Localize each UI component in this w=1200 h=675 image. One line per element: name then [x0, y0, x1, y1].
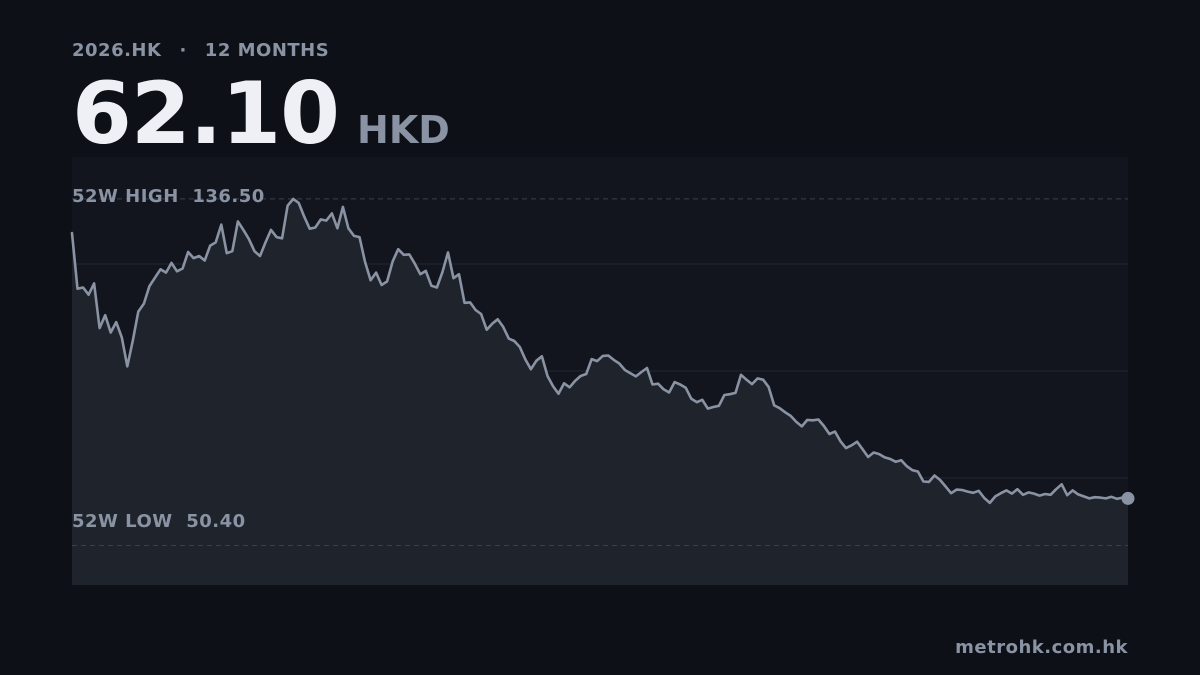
ticker-symbol: 2026.HK	[72, 40, 162, 61]
last-price-marker	[1121, 491, 1135, 505]
high-reference-label: 52W HIGH 136.50	[72, 186, 265, 207]
ticker-separator: ·	[179, 40, 187, 61]
low-reference-label: 52W LOW 50.40	[72, 511, 246, 532]
price-area	[72, 198, 1128, 585]
low-label-text: 52W LOW	[72, 511, 173, 532]
ticker-header: 2026.HK · 12 MONTHS	[72, 40, 329, 61]
high-label-text: 52W HIGH	[72, 186, 179, 207]
high-value: 136.50	[192, 186, 265, 207]
source-footer: metrohk.com.hk	[955, 637, 1128, 658]
price-row: 62.10 HKD	[72, 64, 450, 164]
current-price: 62.10	[72, 64, 340, 164]
price-line	[70, 197, 1130, 505]
currency-label: HKD	[357, 108, 450, 152]
period-label: 12 MONTHS	[204, 40, 330, 61]
low-value: 50.40	[186, 511, 246, 532]
